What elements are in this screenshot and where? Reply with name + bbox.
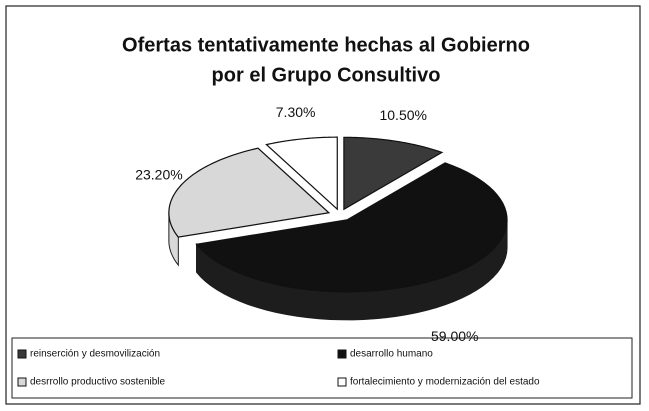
legend-label: desarrollo humano	[350, 349, 433, 360]
pie-slice	[265, 136, 338, 211]
legend-label: desrrollo productivo sostenible	[30, 377, 166, 388]
legend-swatch	[17, 349, 27, 359]
legend-box	[11, 337, 633, 399]
pie-slice	[195, 162, 508, 293]
pie-slice	[168, 147, 331, 238]
value-label: 59.00%	[431, 328, 478, 344]
legend-label: fortalecimiento y modernización del esta…	[350, 377, 540, 388]
value-label: 23.20%	[135, 167, 182, 183]
legend-label: reinserción y desmovilización	[30, 349, 160, 360]
pie-slice	[343, 136, 444, 211]
value-label: 7.30%	[276, 104, 316, 120]
chart-title: Ofertas tentativamente hechas al Gobiern…	[122, 34, 530, 56]
legend-swatch	[337, 377, 347, 387]
value-label: 10.50%	[379, 107, 426, 123]
chart-title: por el Grupo Consultivo	[212, 64, 441, 86]
legend-swatch	[337, 349, 347, 359]
legend-swatch	[17, 377, 27, 387]
